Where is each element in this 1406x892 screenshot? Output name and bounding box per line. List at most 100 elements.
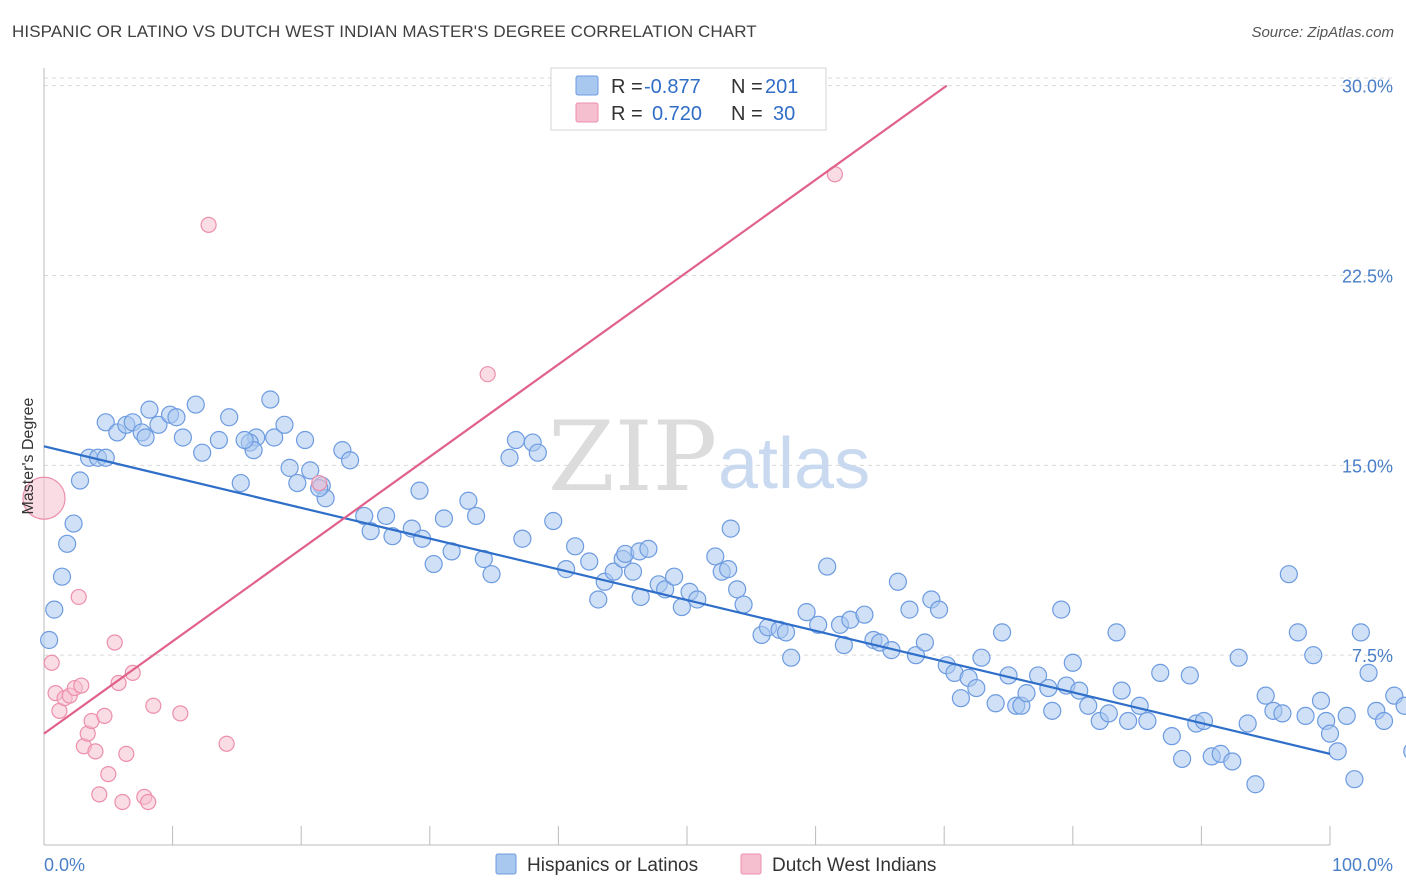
- point-dutch-west-indian-13: [91, 786, 108, 803]
- point-hispanic-26: [261, 390, 280, 409]
- point-hispanic-84: [734, 595, 753, 614]
- point-hispanic-18: [167, 408, 186, 427]
- point-hispanic-32: [280, 458, 299, 477]
- y-tick-label-3: 30.0%: [1342, 77, 1393, 97]
- point-hispanic-110: [967, 678, 986, 698]
- point-hispanic-149: [1288, 623, 1307, 642]
- point-hispanic-112: [986, 694, 1005, 713]
- point-hispanic-154: [1320, 724, 1340, 743]
- point-hispanic-96: [855, 605, 874, 624]
- point-hispanic-51: [459, 491, 478, 510]
- point-hispanic-54: [482, 565, 501, 584]
- x-tick-label-1: 100.0%: [1332, 855, 1393, 875]
- point-dutch-west-indian-26: [218, 735, 235, 752]
- trend-line-dutch-west-indian: [43, 84, 948, 735]
- point-hispanic-59: [528, 443, 547, 462]
- point-hispanic-130: [1118, 711, 1138, 731]
- series-label-hispanic: Hispanics or Latinos: [527, 855, 698, 876]
- point-dutch-west-indian-23: [145, 697, 162, 714]
- point-hispanic-72: [639, 539, 658, 558]
- point-dutch-west-indian-22: [140, 793, 157, 811]
- point-hispanic-123: [1063, 653, 1082, 672]
- chart-title: HISPANIC OR LATINO VS DUTCH WEST INDIAN …: [12, 22, 757, 41]
- point-hispanic-156: [1337, 706, 1356, 726]
- point-hispanic-42: [361, 522, 380, 541]
- point-hispanic-66: [604, 562, 623, 581]
- y-tick-label-1: 15.0%: [1342, 456, 1393, 476]
- point-hispanic-101: [900, 600, 919, 619]
- point-hispanic-3: [58, 534, 77, 553]
- point-dutch-west-indian-17: [110, 674, 127, 692]
- trend-lines: [43, 84, 1331, 755]
- point-hispanic-159: [1359, 663, 1378, 682]
- point-hispanic-164: [1403, 744, 1406, 758]
- point-hispanic-8: [96, 448, 115, 467]
- point-hispanic-68: [623, 562, 643, 581]
- point-hispanic-55: [500, 448, 519, 467]
- point-hispanic-31: [235, 430, 254, 450]
- point-dutch-west-indian-28: [479, 366, 496, 383]
- axes: [43, 68, 1331, 846]
- point-hispanic-34: [301, 461, 320, 480]
- watermark-atlas: atlas: [718, 424, 870, 504]
- point-hispanic-88: [776, 623, 796, 642]
- point-hispanic-39: [295, 430, 315, 450]
- y-axis-label: Master's Degree: [20, 397, 37, 514]
- point-dutch-west-indian-25: [200, 216, 217, 233]
- point-hispanic-148: [1279, 565, 1298, 584]
- point-hispanic-158: [1351, 623, 1370, 642]
- legend-n-value-pink: 30: [773, 103, 795, 125]
- point-hispanic-161: [1374, 711, 1394, 731]
- x-tick-label-0: 0.0%: [44, 855, 85, 875]
- point-hispanic-19: [173, 428, 192, 447]
- point-hispanic-105: [929, 600, 949, 619]
- point-hispanic-120: [1043, 701, 1062, 720]
- point-hispanic-38: [340, 451, 360, 470]
- watermark-zip: ZIP: [548, 401, 717, 513]
- legend-n-label-pink: N =: [731, 103, 763, 125]
- point-hispanic-108: [951, 689, 971, 708]
- point-hispanic-15: [140, 400, 159, 419]
- series-label-dutch-west-indian: Dutch West Indians: [772, 855, 936, 876]
- point-hispanic-83: [721, 519, 740, 538]
- point-hispanic-127: [1099, 704, 1118, 723]
- point-hispanic-22: [209, 430, 228, 450]
- point-hispanic-145: [1256, 686, 1275, 705]
- point-dutch-west-indian-24: [172, 705, 189, 722]
- point-hispanic-125: [1079, 696, 1098, 715]
- point-hispanic-142: [1229, 648, 1248, 667]
- point-hispanic-49: [434, 509, 454, 528]
- point-dutch-west-indian-1: [43, 654, 60, 671]
- point-hispanic-157: [1345, 770, 1364, 789]
- legend-swatch-blue: [575, 75, 599, 96]
- point-hispanic-64: [589, 590, 608, 609]
- point-hispanic-141: [1223, 752, 1242, 771]
- point-dutch-west-indian-19: [118, 745, 135, 762]
- trend-line-hispanic: [43, 445, 1331, 755]
- point-hispanic-44: [383, 527, 402, 546]
- point-hispanic-0: [40, 630, 59, 650]
- point-hispanic-131: [1130, 696, 1149, 715]
- point-hispanic-52: [466, 506, 486, 526]
- point-hispanic-121: [1052, 600, 1071, 619]
- point-dutch-west-indian-15: [100, 766, 117, 783]
- point-hispanic-151: [1304, 646, 1323, 665]
- point-hispanic-135: [1173, 749, 1192, 769]
- point-hispanic-136: [1180, 666, 1199, 685]
- y-tick-label-0: 7.5%: [1352, 646, 1393, 666]
- series-swatch-hispanic: [495, 853, 517, 875]
- correlation-legend: R = -0.877 N = 201 R = 0.720 N = 30: [550, 67, 827, 131]
- point-hispanic-89: [782, 648, 801, 667]
- point-hispanic-155: [1328, 742, 1347, 761]
- point-hispanic-91: [809, 615, 828, 634]
- point-hispanic-24: [231, 473, 250, 493]
- legend-r-value-blue: -0.877: [644, 76, 701, 98]
- point-hispanic-63: [580, 552, 599, 571]
- point-hispanic-60: [544, 511, 563, 531]
- point-hispanic-48: [424, 554, 443, 574]
- x-tick-labels: 0.0% 100.0%: [44, 855, 1393, 875]
- point-hispanic-16: [149, 415, 168, 434]
- legend-r-value-pink: 0.720: [652, 103, 702, 125]
- point-dutch-west-indian-27: [311, 474, 328, 492]
- point-hispanic-43: [376, 506, 396, 526]
